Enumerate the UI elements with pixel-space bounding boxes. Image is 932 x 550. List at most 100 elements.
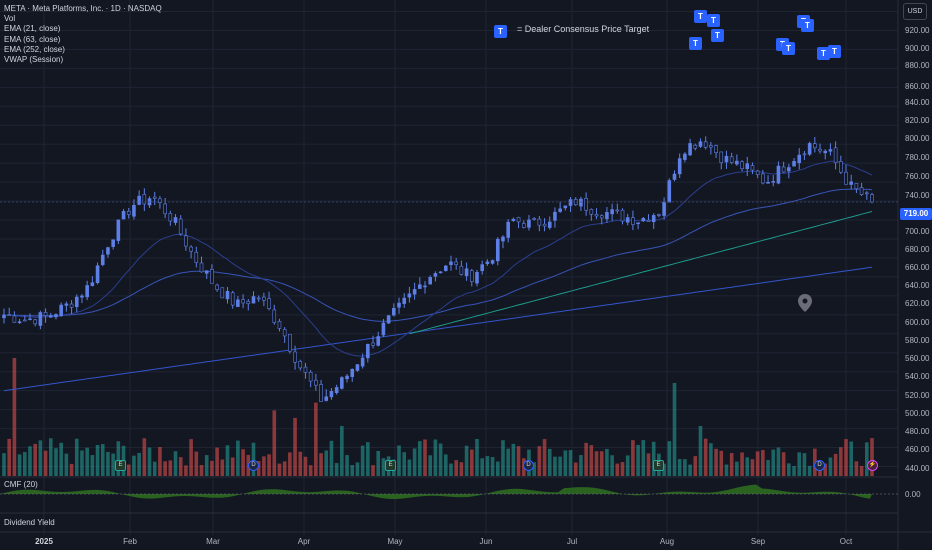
y-tick: 660.00 (905, 263, 930, 272)
volume-bar (225, 445, 230, 476)
cmf-label[interactable]: CMF (20) (4, 480, 38, 489)
x-tick: Feb (123, 537, 137, 546)
candle-body (204, 270, 209, 274)
dealer-target-marker[interactable]: T (817, 47, 830, 60)
candle-body (646, 219, 651, 222)
dealer-target-marker[interactable]: T (689, 37, 702, 50)
split-icon[interactable]: ⚡ (867, 460, 878, 471)
y-tick: 760.00 (905, 172, 930, 181)
y-tick: 580.00 (905, 336, 930, 345)
x-tick: Oct (839, 537, 853, 546)
volume-bar (272, 410, 277, 476)
volume-bar (807, 465, 812, 476)
y-tick: 780.00 (905, 153, 930, 162)
indicator-ema63[interactable]: EMA (63, close) (4, 34, 61, 44)
candle-body (28, 318, 32, 321)
candle-body (241, 299, 245, 304)
candle-body (12, 315, 17, 323)
x-tick: Aug (659, 537, 675, 546)
candle-body (298, 360, 303, 369)
volume-bar (366, 442, 370, 476)
candle-body (475, 272, 479, 284)
dividend-yield-label[interactable]: Dividend Yield (4, 518, 55, 527)
candle-body (392, 308, 396, 316)
volume-bar (100, 444, 105, 476)
candle-body (714, 145, 718, 153)
y-tick: 620.00 (905, 299, 930, 308)
dealer-target-marker[interactable]: T (828, 45, 841, 58)
candle-body (615, 209, 620, 212)
volume-bar (402, 452, 407, 476)
candle-body (132, 204, 136, 217)
indicator-vol[interactable]: Vol (4, 14, 16, 24)
volume-bar (553, 456, 557, 476)
x-tick: May (387, 537, 403, 546)
dealer-target-marker[interactable]: T (694, 10, 707, 23)
candle-body (454, 261, 458, 265)
earnings-icon[interactable]: E (653, 460, 664, 471)
candle-body (438, 271, 443, 274)
dividend-icon[interactable]: D (814, 460, 825, 471)
indicator-ema21[interactable]: EMA (21, close) (4, 24, 61, 34)
dealer-target-marker[interactable]: T (707, 14, 720, 27)
volume-bar (464, 445, 469, 476)
symbol-title[interactable]: META · Meta Platforms, Inc. · 1D · NASDA… (4, 4, 162, 13)
candle-body (288, 333, 292, 352)
volume-bar (137, 452, 141, 476)
candle-body (152, 196, 157, 199)
volume-bar (631, 440, 635, 476)
volume-bar (288, 452, 292, 476)
volume-bar (469, 449, 474, 476)
candle-body (173, 217, 178, 223)
volume-bar (116, 441, 121, 476)
candle-body (371, 342, 375, 346)
candle-body (766, 181, 770, 184)
volume-bar (220, 459, 225, 476)
volume-bar (490, 457, 495, 476)
dealer-target-marker[interactable]: T (711, 29, 724, 42)
y-tick: 820.00 (905, 116, 930, 125)
dividend-icon[interactable]: D (248, 460, 259, 471)
volume-bar (204, 455, 209, 476)
candle-body (558, 208, 562, 212)
candle-body (80, 295, 84, 298)
volume-bar (563, 450, 568, 476)
indicator-vwap[interactable]: VWAP (Session) (4, 55, 64, 65)
volume-bar (199, 465, 204, 476)
earnings-icon[interactable]: E (385, 460, 396, 471)
candle-body (59, 304, 63, 317)
volume-bar (350, 465, 355, 476)
candle-body (776, 165, 781, 184)
volume-bar (168, 460, 173, 476)
y-tick: 460.00 (905, 445, 930, 454)
volume-bar (532, 462, 536, 476)
volume-bar (568, 450, 573, 476)
candle-body (324, 396, 329, 401)
y-tick: 880.00 (905, 61, 930, 70)
candle-body (142, 194, 147, 205)
y-tick: 500.00 (905, 409, 930, 418)
volume-bar (308, 465, 313, 476)
candle-body (631, 217, 635, 225)
candle-body (366, 343, 370, 359)
dividend-icon[interactable]: D (523, 460, 534, 471)
volume-bar (95, 444, 100, 476)
candle-body (771, 181, 776, 183)
location-pin-icon[interactable] (798, 294, 812, 312)
indicator-ema252[interactable]: EMA (252, close) (4, 44, 65, 54)
volume-bar (662, 463, 666, 476)
earnings-icon[interactable]: E (115, 460, 126, 471)
volume-bar (80, 450, 84, 476)
dealer-target-marker[interactable]: T (782, 42, 795, 55)
volume-bar (74, 438, 79, 476)
dealer-target-marker[interactable]: T (801, 19, 814, 32)
candle-body (43, 312, 48, 316)
volume-bar (672, 383, 677, 476)
candle-body (844, 171, 848, 185)
candle-body (184, 235, 188, 247)
volume-bar (298, 451, 303, 476)
volume-bar (485, 456, 490, 476)
currency-button[interactable]: USD (903, 3, 927, 20)
dealer-target-marker[interactable]: T (494, 25, 507, 38)
